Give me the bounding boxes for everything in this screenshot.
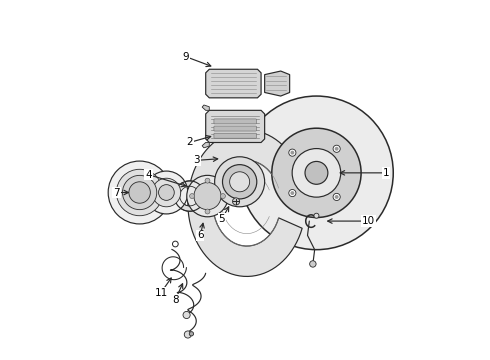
Circle shape xyxy=(220,194,225,199)
Text: 8: 8 xyxy=(172,295,179,305)
Circle shape xyxy=(129,182,150,203)
Circle shape xyxy=(305,161,328,184)
Circle shape xyxy=(272,128,361,217)
Circle shape xyxy=(240,96,393,249)
Text: 2: 2 xyxy=(186,138,193,148)
Circle shape xyxy=(333,145,340,152)
Circle shape xyxy=(159,185,174,201)
Circle shape xyxy=(184,331,192,338)
Polygon shape xyxy=(174,181,203,211)
Circle shape xyxy=(122,175,157,210)
Polygon shape xyxy=(202,105,209,111)
Circle shape xyxy=(292,149,341,197)
Polygon shape xyxy=(188,130,302,276)
Circle shape xyxy=(335,147,339,151)
Text: 3: 3 xyxy=(194,156,200,165)
Polygon shape xyxy=(265,71,290,96)
Text: 9: 9 xyxy=(183,52,189,62)
Text: 4: 4 xyxy=(145,170,152,180)
Circle shape xyxy=(215,157,265,207)
Circle shape xyxy=(205,209,210,214)
Circle shape xyxy=(289,149,296,156)
Circle shape xyxy=(335,195,339,199)
Circle shape xyxy=(333,193,340,201)
Circle shape xyxy=(194,183,221,210)
Text: 11: 11 xyxy=(154,288,168,297)
Circle shape xyxy=(190,194,195,199)
Polygon shape xyxy=(202,143,209,148)
Text: 7: 7 xyxy=(113,188,120,198)
Circle shape xyxy=(145,171,188,214)
Text: 10: 10 xyxy=(362,216,375,226)
Circle shape xyxy=(291,151,294,154)
Circle shape xyxy=(314,213,319,218)
Circle shape xyxy=(183,311,190,319)
FancyBboxPatch shape xyxy=(214,133,256,138)
Circle shape xyxy=(205,178,210,183)
FancyBboxPatch shape xyxy=(214,119,256,124)
Circle shape xyxy=(117,169,163,216)
Circle shape xyxy=(291,191,294,195)
Circle shape xyxy=(187,175,228,217)
Circle shape xyxy=(108,161,171,224)
Text: 6: 6 xyxy=(197,230,204,240)
Text: 5: 5 xyxy=(219,214,225,224)
Circle shape xyxy=(189,332,194,336)
Text: 1: 1 xyxy=(383,168,390,178)
Circle shape xyxy=(152,178,181,207)
Circle shape xyxy=(230,172,249,192)
Circle shape xyxy=(310,261,316,267)
Polygon shape xyxy=(206,69,261,98)
Circle shape xyxy=(232,198,240,205)
Polygon shape xyxy=(206,111,265,143)
FancyBboxPatch shape xyxy=(214,126,256,131)
Circle shape xyxy=(289,189,296,197)
Circle shape xyxy=(222,165,257,199)
